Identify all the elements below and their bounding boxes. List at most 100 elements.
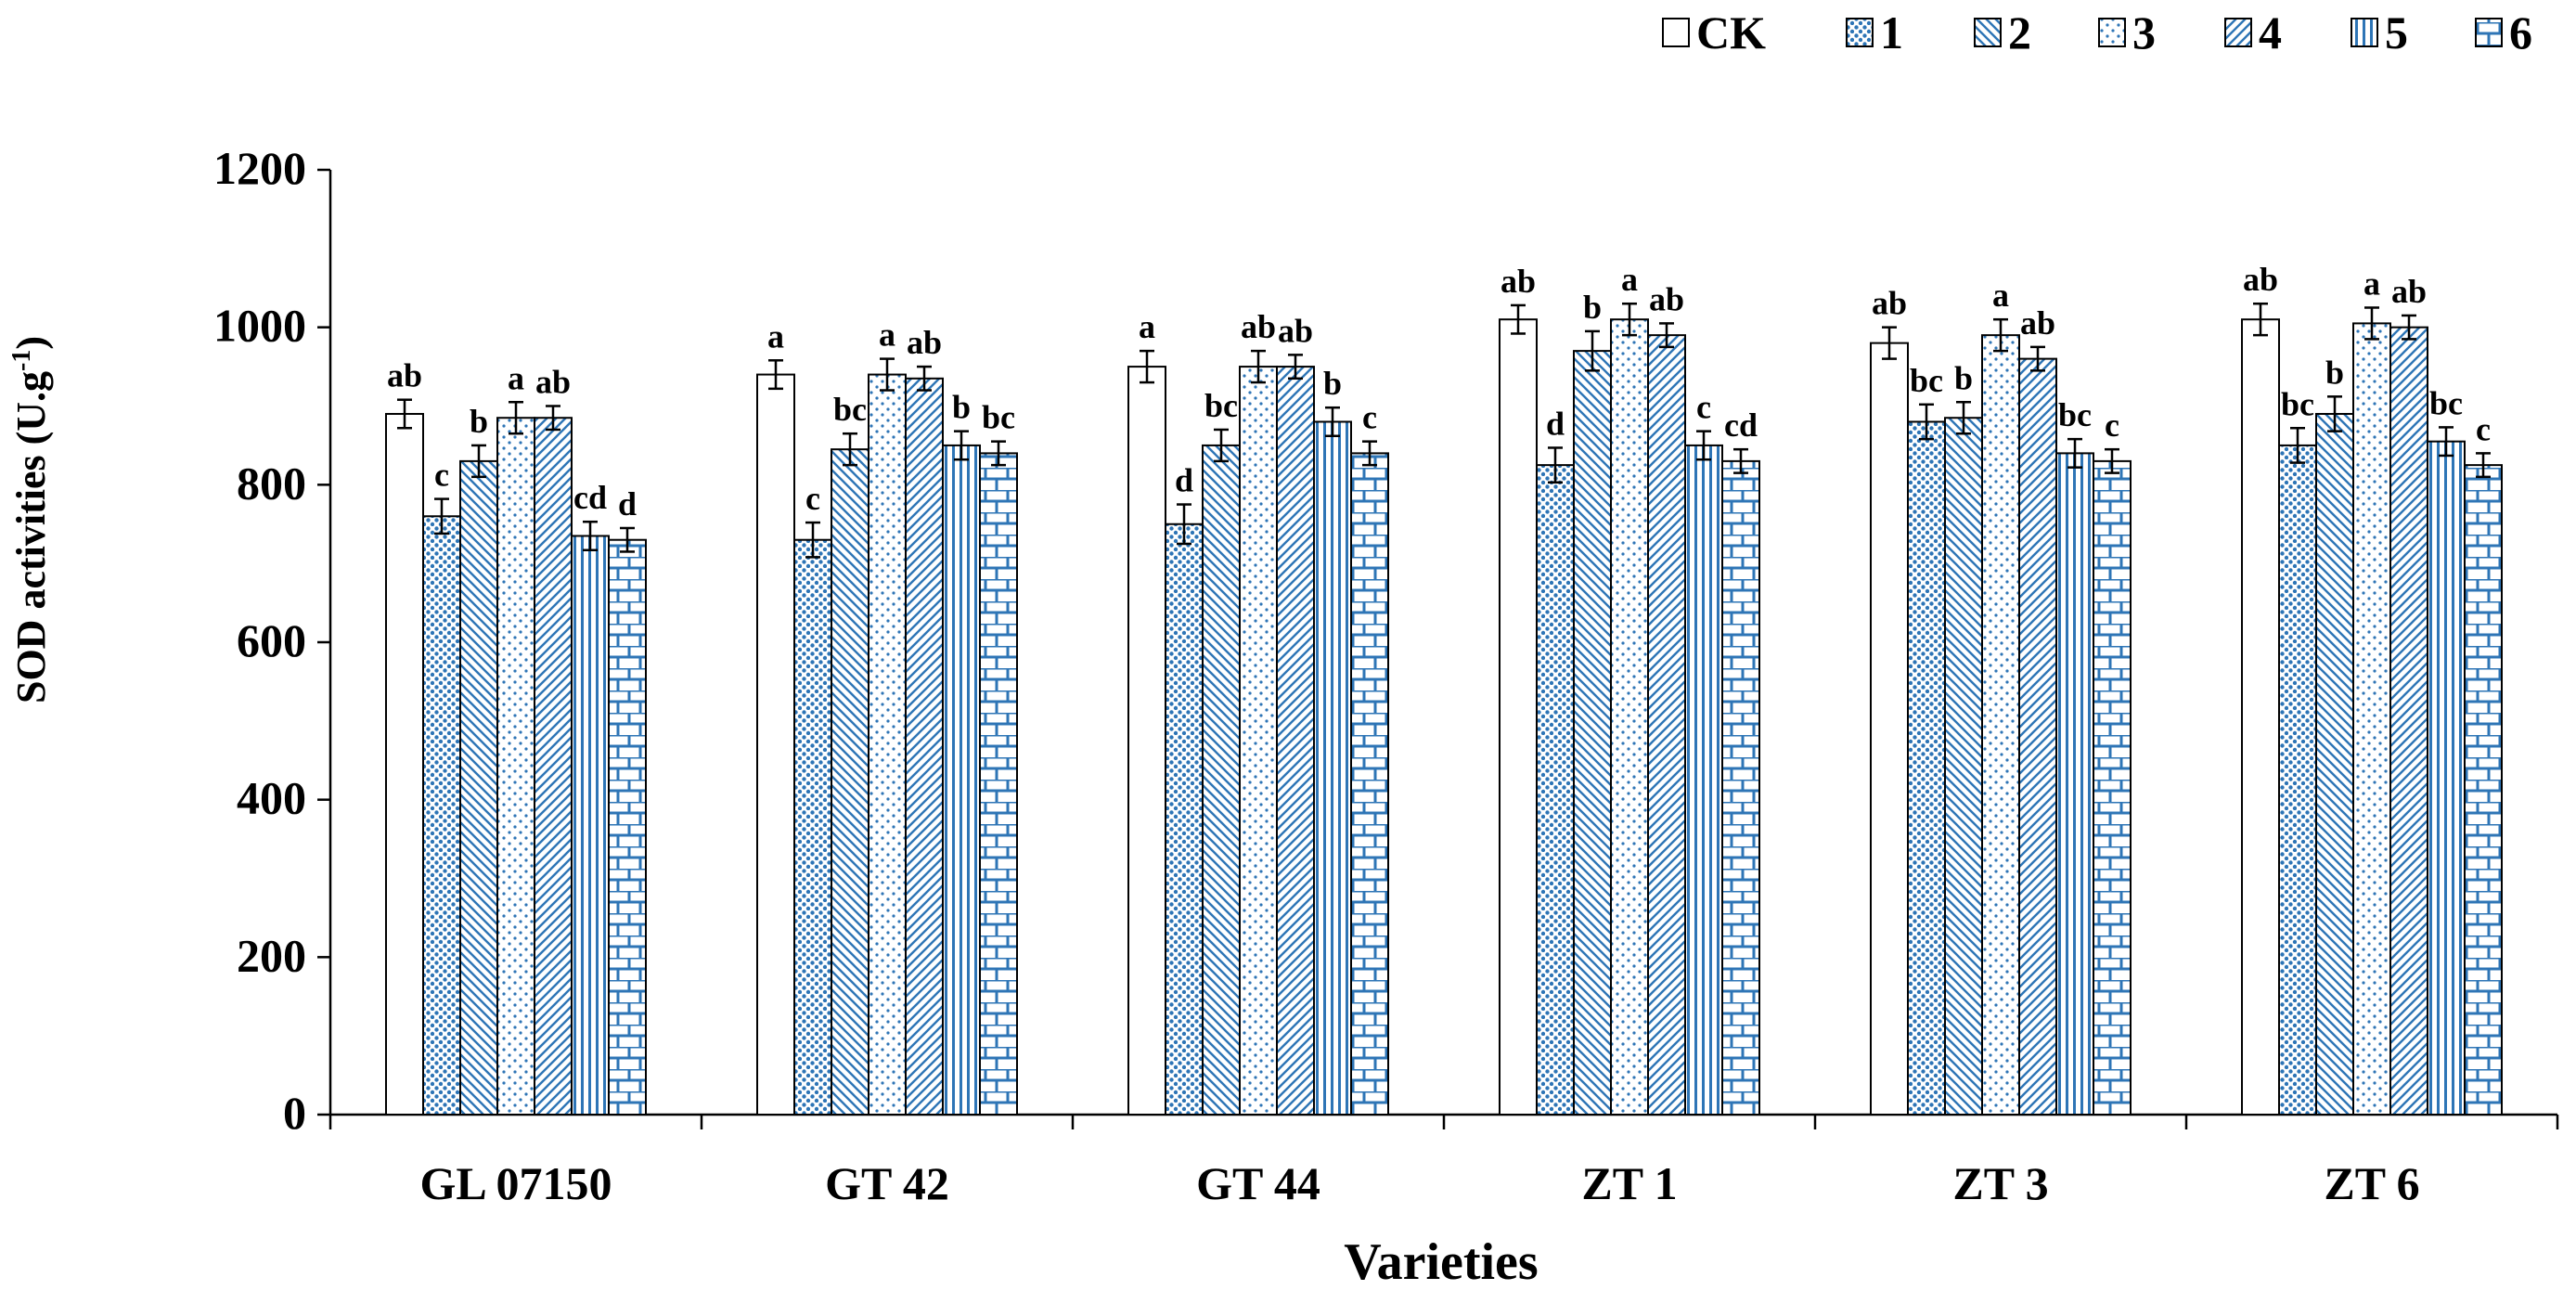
significance-label: bc [2058, 396, 2092, 433]
significance-label: d [1546, 405, 1565, 442]
bar [942, 444, 981, 1116]
bar [2389, 326, 2428, 1116]
x-tick-label: GL 07150 [420, 1157, 612, 1209]
x-tick-label: ZT 3 [1952, 1157, 2048, 1209]
significance-label: c [805, 480, 820, 517]
significance-label: a [1621, 261, 1638, 298]
y-tick-label: 1200 [213, 142, 306, 194]
legend-swatch [1974, 18, 2002, 47]
significance-label: ab [535, 364, 571, 401]
legend-label: 6 [2509, 6, 2532, 58]
bar [1536, 464, 1575, 1116]
significance-label: d [1175, 462, 1193, 499]
bar [1981, 334, 2020, 1116]
significance-label: c [1362, 399, 1377, 436]
bar [1127, 366, 1166, 1116]
significance-label: bc [2429, 384, 2463, 421]
significance-label: bc [982, 399, 1015, 436]
bar [534, 417, 573, 1116]
significance-label: d [618, 485, 637, 522]
legend-swatch [2224, 18, 2252, 47]
significance-label: a [508, 359, 524, 396]
significance-label: b [2325, 354, 2344, 391]
significance-label: b [952, 389, 971, 426]
legend-label: 3 [2132, 6, 2156, 58]
x-tick-label: ZT 1 [1581, 1157, 1677, 1209]
legend-swatch [2475, 18, 2503, 47]
significance-label: ab [1649, 280, 1684, 317]
bar [2352, 322, 2391, 1116]
x-tick-label: GT 44 [1196, 1157, 1320, 1209]
bar [1239, 366, 1278, 1116]
significance-label: bc [1204, 387, 1238, 424]
significance-label: ab [907, 324, 942, 361]
bar [608, 538, 647, 1116]
bar [793, 538, 832, 1116]
bar [1499, 318, 1538, 1116]
significance-label: ab [1872, 285, 1907, 322]
significance-label: a [879, 316, 895, 354]
bar [385, 412, 424, 1116]
legend-label: 2 [2008, 6, 2031, 58]
x-tick-label: ZT 6 [2324, 1157, 2419, 1209]
significance-label: a [767, 317, 784, 355]
bar [1721, 459, 1760, 1116]
significance-label: b [1954, 359, 1973, 396]
legend-swatch [1662, 18, 1690, 47]
bar [1276, 366, 1315, 1116]
bar [2464, 464, 2503, 1116]
bar [1907, 420, 1946, 1116]
bar [1573, 350, 1612, 1116]
significance-label: a [1992, 277, 2009, 314]
bar [756, 373, 795, 1116]
bar [422, 515, 461, 1116]
bar [496, 417, 535, 1116]
y-tick-label: 200 [237, 929, 306, 981]
significance-label: c [2476, 410, 2491, 447]
bar [2427, 440, 2466, 1116]
legend-swatch [2351, 18, 2378, 47]
x-tick-label: GT 42 [825, 1157, 949, 1209]
bar [1610, 318, 1649, 1116]
significance-label: ab [2020, 304, 2055, 342]
bar [571, 535, 610, 1116]
significance-label: ab [1501, 263, 1536, 300]
bar [1313, 420, 1352, 1116]
significance-label: bc [2281, 385, 2314, 422]
bar [1944, 417, 1983, 1116]
legend: CK 1 2 3 4 5 6 [1662, 6, 2532, 58]
bar [2278, 444, 2317, 1116]
legend-label: 1 [1880, 6, 1903, 58]
bar [905, 377, 944, 1116]
bar [2315, 412, 2354, 1116]
significance-label: cd [573, 479, 607, 516]
significance-label: c [2105, 406, 2119, 444]
significance-label: ab [2243, 261, 2278, 298]
y-tick-label: 800 [237, 457, 306, 509]
x-axis-title: Varieties [1344, 1233, 1538, 1291]
y-tick-label: 0 [283, 1087, 306, 1139]
bar [2093, 459, 2132, 1116]
significance-label: a [1139, 308, 1155, 345]
significance-label: c [434, 457, 449, 494]
significance-label: c [1696, 389, 1711, 426]
bar [1684, 444, 1723, 1116]
y-axis-title: SOD activities (U.g-1) [7, 336, 54, 703]
legend-label: CK [1696, 6, 1766, 58]
bar [1165, 522, 1204, 1116]
bar [459, 459, 498, 1116]
bar [1870, 342, 1909, 1116]
legend-swatch [2098, 18, 2126, 47]
significance-label: bc [833, 391, 867, 428]
significance-label: ab [2391, 273, 2427, 310]
legend-label: 5 [2385, 6, 2408, 58]
significance-label: ab [1278, 312, 1313, 349]
bar [2055, 452, 2094, 1116]
bar [1202, 444, 1241, 1116]
y-tick-label: 400 [237, 772, 306, 824]
significance-label: ab [387, 357, 422, 394]
significance-label: b [470, 403, 488, 440]
y-axis-title-superscript: -1 [7, 350, 36, 371]
